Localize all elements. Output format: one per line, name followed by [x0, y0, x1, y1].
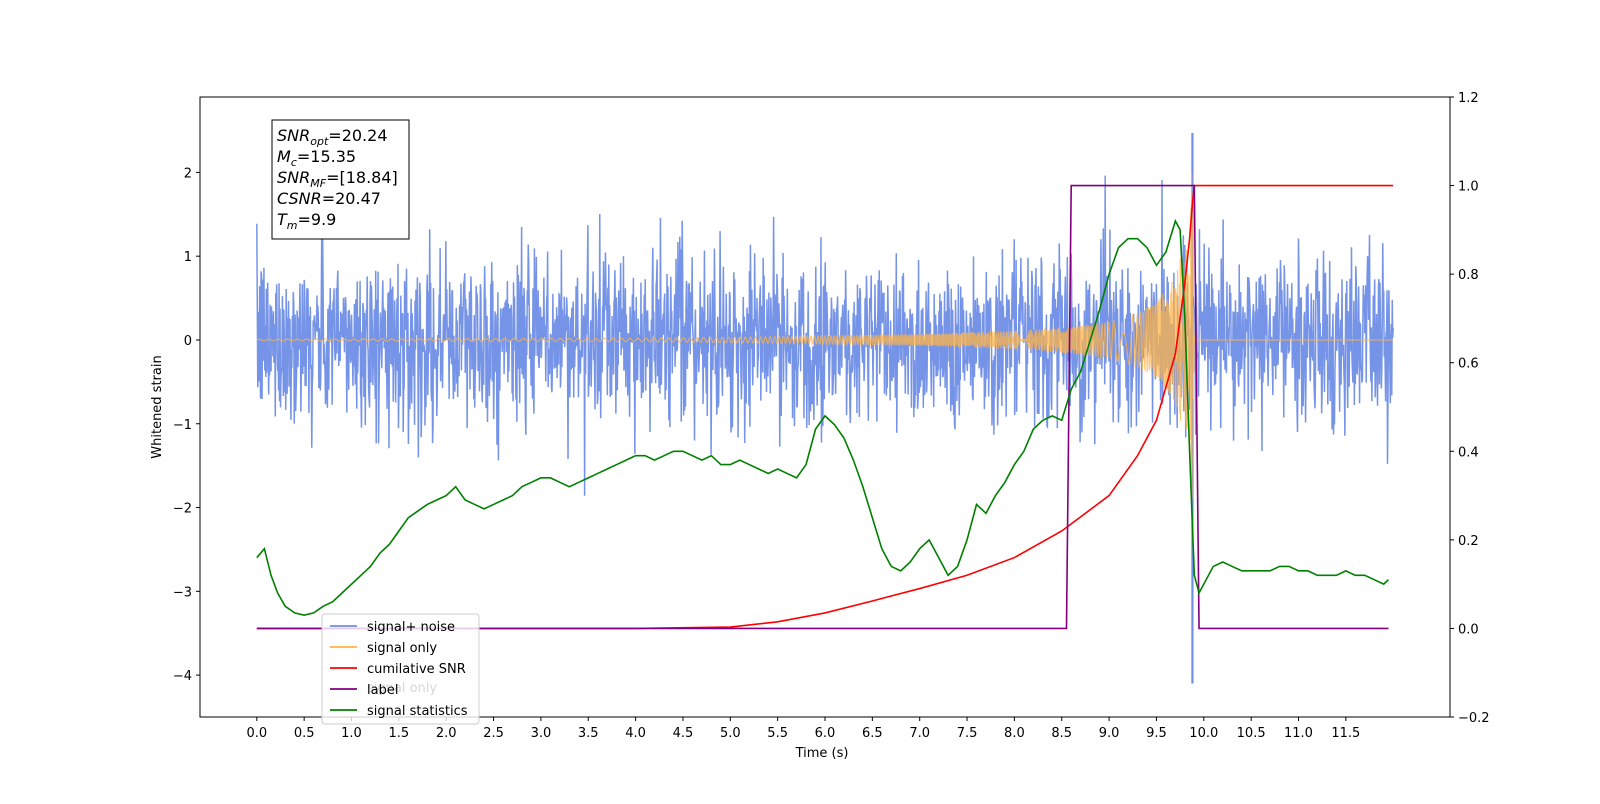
annotation-symbol: SNR: [277, 168, 310, 187]
x-tick-label: 7.0: [909, 726, 930, 741]
y-right-tick-label: 0.4: [1458, 445, 1479, 460]
legend: signal only signal+ noise signal only cumil…: [321, 613, 480, 725]
legend-label: signal statistics: [367, 704, 468, 719]
x-tick-label: 4.5: [673, 726, 694, 741]
label-line: [256, 184, 1389, 630]
x-tick-label: 11.0: [1284, 726, 1313, 741]
annotation-line: CSNR=20.47: [277, 189, 381, 208]
y-right-tick-label: −0.2: [1458, 711, 1490, 726]
annotation-symbol: T: [277, 210, 288, 229]
x-tick-label: 3.0: [531, 726, 552, 741]
x-tick-label: 9.0: [1099, 726, 1120, 741]
x-tick-label: 3.5: [578, 726, 599, 741]
x-tick-label: 0.5: [294, 726, 315, 741]
x-tick-label: 7.5: [957, 726, 978, 741]
y-right-tick-label: 0.2: [1458, 534, 1479, 549]
annotation-subscript: opt: [310, 135, 329, 148]
signal-statistics-line: [256, 218, 1389, 616]
signal-only-line: [256, 172, 1394, 499]
y-axis-left: 2 1 0 −1 −2 −3 −4: [173, 166, 200, 684]
stats-annotation-box: SNRopt=20.24Mc=15.35SNRMF=[18.84]CSNR=20…: [271, 119, 410, 240]
annotation-frame: [271, 119, 410, 240]
y-right-tick-label: 1.2: [1458, 91, 1479, 106]
x-tick-label: 11.5: [1331, 726, 1360, 741]
x-tick-label: 8.5: [1051, 726, 1072, 741]
annotation-value: =20.24: [328, 126, 387, 145]
x-tick-label: 10.5: [1237, 726, 1266, 741]
y-right-tick-label: 1.0: [1458, 180, 1479, 195]
y-left-tick-label: 2: [184, 166, 192, 181]
y-left-tick-label: −4: [173, 669, 192, 684]
legend-label: label: [367, 683, 398, 698]
legend-frame: [321, 613, 480, 725]
x-tick-label: 2.0: [436, 726, 457, 741]
annotation-value: =20.47: [322, 189, 381, 208]
cumulative-snr-line: [256, 184, 1394, 630]
y-left-tick-label: −3: [173, 585, 192, 600]
y-left-tick-label: −2: [173, 502, 192, 517]
y-left-tick-label: 1: [184, 250, 192, 265]
legend-label: signal+ noise: [367, 620, 455, 635]
annotation-value: =9.9: [298, 210, 337, 229]
annotation-line: Mc=15.35: [277, 147, 356, 169]
annotation-value: =[18.84]: [326, 168, 398, 187]
y-right-tick-label: 0.8: [1458, 268, 1479, 283]
y-right-tick-label: 0.0: [1458, 622, 1479, 637]
legend-ghost-text: signal only: [367, 681, 437, 696]
x-axis-label: Time (s): [795, 746, 849, 761]
noise-series-line: [256, 175, 1394, 496]
plot-data-layer: [256, 133, 1394, 684]
annotation-line: Tm=9.9: [277, 210, 336, 232]
x-tick-label: 1.5: [389, 726, 410, 741]
annotation-subscript: m: [287, 219, 298, 232]
x-tick-label: 2.5: [483, 726, 504, 741]
x-tick-label: 6.5: [862, 726, 883, 741]
annotation-value: =15.35: [297, 147, 356, 166]
x-tick-label: 0.0: [246, 726, 267, 741]
x-axis: 0.0 0.5 1.0 1.5 2.0 2.5 3.0 3.5 4.0 4.5 5.0 5.5 6.0 6…: [246, 717, 1360, 741]
x-tick-label: 9.5: [1146, 726, 1167, 741]
y-right-tick-label: 0.6: [1458, 357, 1479, 372]
x-tick-label: 4.0: [625, 726, 646, 741]
annotation-symbol: SNR: [277, 126, 310, 145]
x-tick-label: 1.0: [341, 726, 362, 741]
annotation-line: SNRopt=20.24: [277, 126, 388, 148]
annotation-subscript: MF: [310, 177, 326, 190]
x-tick-label: 5.0: [720, 726, 741, 741]
legend-label: cumilative SNR: [367, 662, 466, 677]
x-tick-label: 5.5: [767, 726, 788, 741]
legend-label: signal only: [367, 641, 437, 656]
y-left-tick-label: −1: [173, 418, 192, 433]
y-axis-label: Whitened strain: [150, 355, 165, 458]
x-tick-label: 8.0: [1004, 726, 1025, 741]
x-tick-label: 10.0: [1189, 726, 1218, 741]
y-axis-right: 1.2 1.0 0.8 0.6 0.4 0.2 0.0 −0.2: [1450, 91, 1490, 726]
x-tick-label: 6.0: [815, 726, 836, 741]
annotation-line: SNRMF=[18.84]: [277, 168, 398, 190]
annotation-symbol: M: [277, 147, 291, 166]
annotation-subscript: c: [291, 156, 297, 169]
y-left-tick-label: 0: [184, 334, 192, 349]
annotation-symbol: CSNR: [277, 189, 322, 208]
